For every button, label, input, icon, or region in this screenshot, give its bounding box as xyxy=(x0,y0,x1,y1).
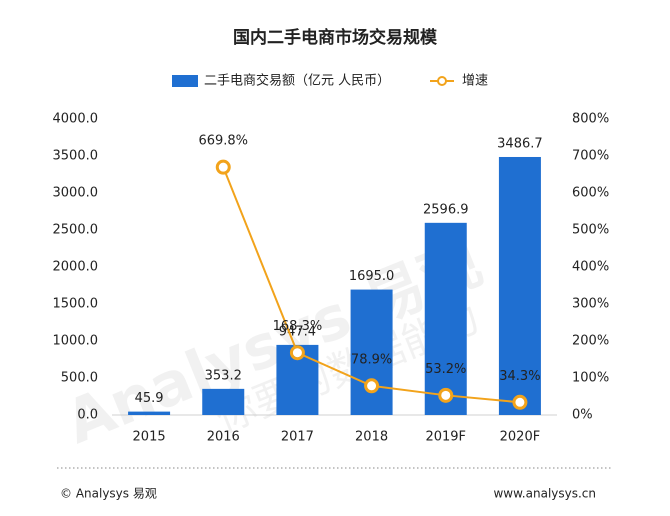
y-tick-label: 500.0 xyxy=(61,371,98,386)
y2-tick-label: 600% xyxy=(572,186,609,201)
y-tick-label: 3500.0 xyxy=(53,149,99,164)
bar xyxy=(424,222,467,415)
y2-tick-label: 400% xyxy=(572,260,609,275)
y-tick-label: 3000.0 xyxy=(53,186,99,201)
x-tick-label: 2020F xyxy=(500,430,541,445)
line-label: 168.3% xyxy=(273,319,323,334)
y-tick-label: 2000.0 xyxy=(53,260,99,275)
legend-label: 二手电商交易额（亿元 人民币） xyxy=(204,73,390,89)
x-tick-label: 2016 xyxy=(207,430,240,445)
bar xyxy=(498,156,541,416)
y2-tick-label: 800% xyxy=(572,112,609,127)
y-tick-label: 4000.0 xyxy=(53,112,99,127)
line-label: 34.3% xyxy=(499,369,540,384)
x-tick-label: 2015 xyxy=(133,430,166,445)
bar xyxy=(202,388,245,415)
line-label: 53.2% xyxy=(425,362,466,377)
line-marker xyxy=(364,378,380,394)
legend-swatch xyxy=(172,75,198,87)
x-tick-label: 2019F xyxy=(425,430,466,445)
y2-tick-label: 300% xyxy=(572,297,609,312)
y2-tick-label: 100% xyxy=(572,371,609,386)
y-tick-label: 1000.0 xyxy=(53,334,99,349)
bar-label: 353.2 xyxy=(205,368,242,383)
y2-tick-label: 0% xyxy=(572,408,593,423)
y-tick-label: 1500.0 xyxy=(53,297,99,312)
bar-label: 1695.0 xyxy=(349,269,395,284)
x-tick-label: 2018 xyxy=(355,430,388,445)
source: © Analysys 易观 xyxy=(60,487,157,501)
bar-label: 45.9 xyxy=(135,391,164,406)
y-tick-label: 0.0 xyxy=(77,408,98,423)
y-tick-label: 2500.0 xyxy=(53,223,99,238)
y2-tick-label: 500% xyxy=(572,223,609,238)
line-label: 78.9% xyxy=(351,352,392,367)
y2-tick-label: 700% xyxy=(572,149,609,164)
bar xyxy=(350,289,393,415)
line-marker xyxy=(289,345,305,361)
y2-tick-label: 200% xyxy=(572,334,609,349)
website: www.analysys.cn xyxy=(493,487,596,501)
x-tick-label: 2017 xyxy=(281,430,314,445)
bar xyxy=(128,411,171,415)
chart-title: 国内二手电商市场交易规模 xyxy=(233,27,438,48)
bar-label: 3486.7 xyxy=(497,136,543,151)
line-marker xyxy=(438,387,454,403)
legend-label: 增速 xyxy=(462,74,488,89)
legend-swatch xyxy=(437,76,447,86)
bar-label: 2596.9 xyxy=(423,202,469,217)
line-marker xyxy=(215,159,231,175)
line-label: 669.8% xyxy=(198,134,248,149)
line-marker xyxy=(512,394,528,410)
